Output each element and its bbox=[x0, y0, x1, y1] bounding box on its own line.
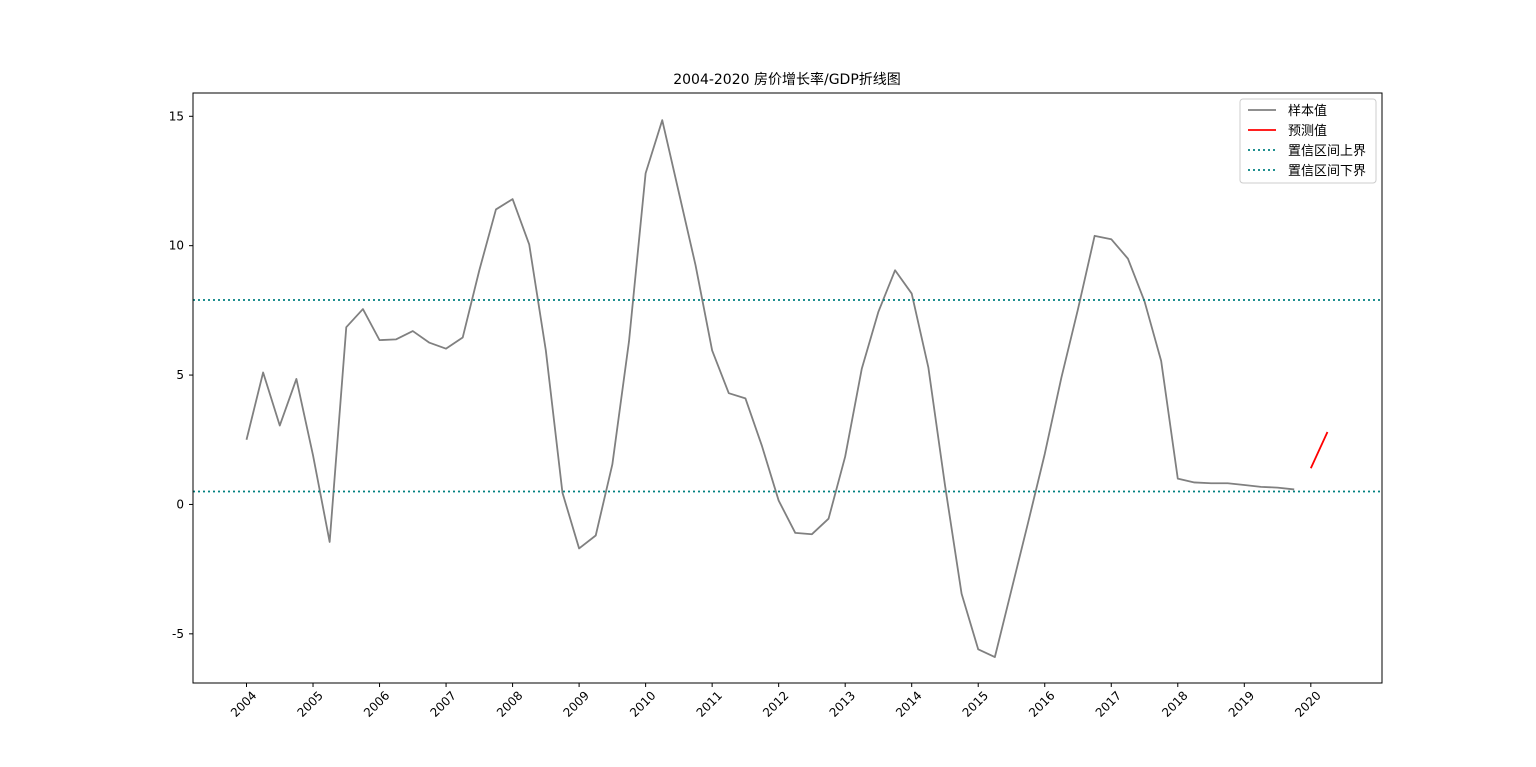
y-tick-label: 15 bbox=[169, 109, 184, 123]
y-tick-label: 0 bbox=[176, 497, 184, 511]
chart-title: 2004-2020 房价增长率/GDP折线图 bbox=[673, 71, 901, 88]
plot-frame bbox=[192, 92, 1383, 684]
x-tick-label: 2011 bbox=[694, 688, 725, 719]
x-tick-label: 2015 bbox=[960, 688, 991, 719]
y-tick-label: 10 bbox=[169, 239, 184, 253]
x-tick-label: 2007 bbox=[427, 688, 458, 719]
series-line-0 bbox=[245, 119, 1295, 659]
x-tick-label: 2005 bbox=[294, 688, 325, 719]
x-tick-label: 2008 bbox=[494, 688, 525, 719]
legend-label: 置信区间上界 bbox=[1288, 144, 1366, 159]
x-tick-label: 2014 bbox=[893, 688, 924, 719]
series-line-1 bbox=[1310, 431, 1329, 469]
x-tick-label: 2019 bbox=[1226, 688, 1257, 719]
x-tick-label: 2006 bbox=[361, 688, 392, 719]
x-tick-label: 2018 bbox=[1159, 688, 1190, 719]
x-tick-label: 2017 bbox=[1093, 688, 1124, 719]
x-tick-label: 2004 bbox=[228, 688, 259, 719]
legend-label: 置信区间下界 bbox=[1288, 164, 1366, 179]
legend-label: 样本值 bbox=[1288, 103, 1327, 119]
x-tick-label: 2010 bbox=[627, 688, 658, 719]
x-tick-label: 2009 bbox=[561, 688, 592, 719]
y-tick-label: -5 bbox=[172, 627, 184, 641]
legend-label: 预测值 bbox=[1288, 123, 1327, 139]
y-tick-label: 5 bbox=[176, 368, 184, 382]
x-tick-label: 2013 bbox=[827, 688, 858, 719]
x-tick-label: 2020 bbox=[1292, 688, 1323, 719]
x-tick-label: 2012 bbox=[760, 688, 791, 719]
x-tick-label: 2016 bbox=[1026, 688, 1057, 719]
legend-box bbox=[1239, 98, 1377, 184]
